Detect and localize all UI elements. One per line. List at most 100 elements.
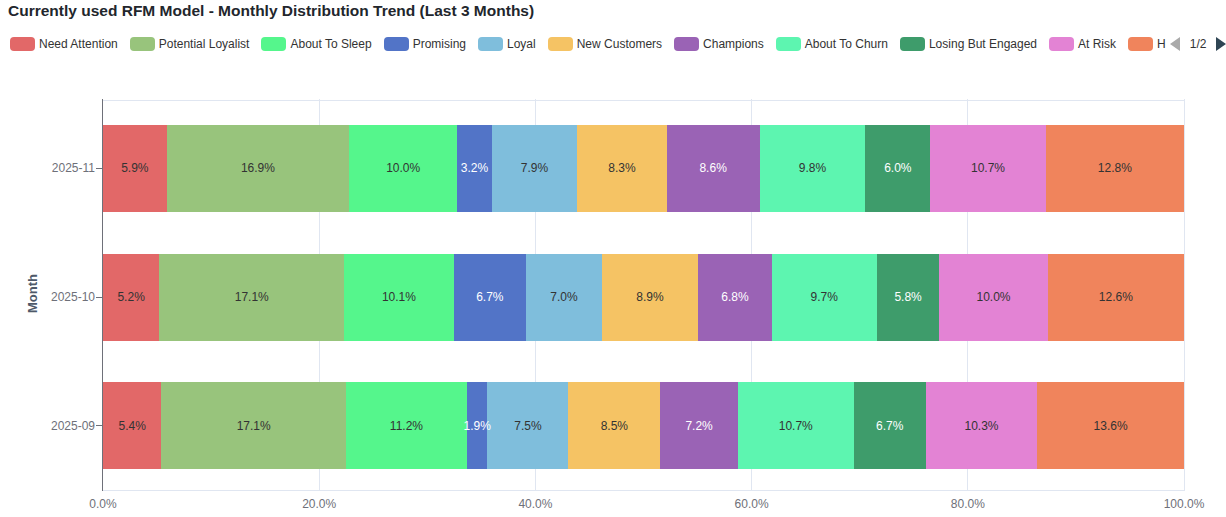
bar-segment-value-label: 5.9%	[121, 161, 148, 175]
bar-segment-potential-loyalist[interactable]: 17.1%	[159, 254, 344, 341]
legend: Need Attention Potential Loyalist About To…	[10, 37, 1226, 51]
bar-segment-promising[interactable]: 3.2%	[457, 125, 492, 212]
legend-swatch-icon	[674, 37, 699, 51]
bar-segment-value-label: 6.0%	[884, 161, 911, 175]
legend-swatch-icon	[776, 37, 801, 51]
legend-item-about-to-sleep[interactable]: About To Sleep	[261, 37, 371, 51]
legend-item-potential-loyalist[interactable]: Potential Loyalist	[130, 37, 250, 51]
bar-segment-value-label: 12.8%	[1098, 161, 1132, 175]
bar-segment-champions[interactable]: 8.6%	[667, 125, 760, 212]
x-axis-tick-label: 40.0%	[505, 497, 565, 511]
x-axis-tick-label: 20.0%	[289, 497, 349, 511]
bar-segment-promising[interactable]: 1.9%	[467, 382, 488, 469]
legend-item-at-risk[interactable]: At Risk	[1049, 37, 1116, 51]
bar-segment-new-customers[interactable]: 8.3%	[577, 125, 667, 212]
bar-segment-about-to-churn[interactable]: 9.8%	[760, 125, 866, 212]
bar-segment-h[interactable]: 12.8%	[1046, 125, 1184, 212]
legend-swatch-icon	[10, 37, 35, 51]
legend-item-loyal[interactable]: Loyal	[478, 37, 536, 51]
bar-segment-loyal[interactable]: 7.9%	[492, 125, 577, 212]
y-axis-category-label: 2025-09	[30, 419, 95, 433]
bar-segment-value-label: 7.5%	[514, 419, 541, 433]
legend-item-label: Need Attention	[39, 37, 118, 51]
bar-segment-loyal[interactable]: 7.0%	[526, 254, 602, 341]
legend-item-label: Loyal	[507, 37, 536, 51]
bar-segment-value-label: 5.2%	[117, 290, 144, 304]
bar-segment-potential-loyalist[interactable]: 17.1%	[161, 382, 346, 469]
bar-segment-about-to-churn[interactable]: 9.7%	[772, 254, 877, 341]
bar-segment-losing-but-engaged[interactable]: 6.7%	[854, 382, 926, 469]
bar-segment-at-risk[interactable]: 10.3%	[926, 382, 1037, 469]
bar-segment-value-label: 10.7%	[971, 161, 1005, 175]
legend-item-champions[interactable]: Champions	[674, 37, 764, 51]
bar-segment-about-to-churn[interactable]: 10.7%	[738, 382, 854, 469]
x-axis-tick-label: 100.0%	[1154, 497, 1214, 511]
legend-item-about-to-churn[interactable]: About To Churn	[776, 37, 888, 51]
bar-segment-about-to-sleep[interactable]: 10.1%	[344, 254, 453, 341]
bar-segment-value-label: 10.7%	[779, 419, 813, 433]
bar-segment-value-label: 7.0%	[550, 290, 577, 304]
legend-item-label: H	[1157, 37, 1166, 51]
legend-page-indicator: 1/2	[1190, 37, 1207, 51]
bar-segment-value-label: 10.0%	[977, 290, 1011, 304]
legend-next-page-icon[interactable]	[1216, 37, 1226, 51]
bar-segment-losing-but-engaged[interactable]: 6.0%	[865, 125, 930, 212]
bar-segment-value-label: 3.2%	[461, 161, 488, 175]
bar-segment-value-label: 9.7%	[811, 290, 838, 304]
legend-prev-page-icon[interactable]	[1170, 37, 1180, 51]
legend-item-new-customers[interactable]: New Customers	[548, 37, 662, 51]
bar-segment-champions[interactable]: 6.8%	[698, 254, 772, 341]
bar-segment-loyal[interactable]: 7.5%	[487, 382, 568, 469]
bar-segment-value-label: 13.6%	[1094, 419, 1128, 433]
bar-segment-losing-but-engaged[interactable]: 5.8%	[877, 254, 940, 341]
legend-item-losing-but-engaged[interactable]: Losing But Engaged	[900, 37, 1037, 51]
y-axis-tick	[96, 297, 102, 298]
page-title: Currently used RFM Model - Monthly Distr…	[8, 2, 534, 20]
bar-segment-at-risk[interactable]: 10.7%	[930, 125, 1046, 212]
bar-segment-value-label: 10.1%	[382, 290, 416, 304]
bar-segment-h[interactable]: 13.6%	[1037, 382, 1184, 469]
bar-segment-need-attention[interactable]: 5.9%	[103, 125, 167, 212]
bar-segment-value-label: 16.9%	[241, 161, 275, 175]
legend-item-label: Losing But Engaged	[929, 37, 1037, 51]
legend-swatch-icon	[900, 37, 925, 51]
legend-swatch-icon	[548, 37, 573, 51]
rfm-distribution-page: Currently used RFM Model - Monthly Distr…	[0, 0, 1226, 517]
bar-segment-value-label: 17.1%	[235, 290, 269, 304]
bar-segment-about-to-sleep[interactable]: 10.0%	[349, 125, 457, 212]
legend-swatch-icon	[130, 37, 155, 51]
legend-item-label: Potential Loyalist	[159, 37, 250, 51]
bar-segment-new-customers[interactable]: 8.9%	[602, 254, 698, 341]
y-axis-tick	[96, 168, 102, 169]
bar-segment-value-label: 8.5%	[601, 419, 628, 433]
bar-segment-value-label: 11.2%	[390, 419, 423, 433]
bar-segment-value-label: 7.9%	[521, 161, 548, 175]
bar-segment-at-risk[interactable]: 10.0%	[939, 254, 1047, 341]
bar-segment-potential-loyalist[interactable]: 16.9%	[167, 125, 350, 212]
bar-segment-value-label: 10.0%	[386, 161, 420, 175]
legend-item-label: About To Sleep	[290, 37, 371, 51]
bar-segment-promising[interactable]: 6.7%	[454, 254, 526, 341]
y-axis-category-label: 2025-11	[30, 161, 95, 175]
legend-item-need-attention[interactable]: Need Attention	[10, 37, 118, 51]
bar-segment-need-attention[interactable]: 5.2%	[103, 254, 159, 341]
bar-segment-champions[interactable]: 7.2%	[660, 382, 738, 469]
legend-item-h[interactable]: H	[1128, 37, 1166, 51]
bar-segment-about-to-sleep[interactable]: 11.2%	[346, 382, 467, 469]
legend-item-promising[interactable]: Promising	[384, 37, 466, 51]
bar-segment-value-label: 10.3%	[964, 419, 998, 433]
bar-segment-h[interactable]: 12.6%	[1048, 254, 1184, 341]
bar-segment-value-label: 5.4%	[118, 419, 145, 433]
bar-segment-value-label: 8.3%	[608, 161, 635, 175]
legend-swatch-icon	[384, 37, 409, 51]
legend-item-label: Champions	[703, 37, 764, 51]
legend-swatch-icon	[1049, 37, 1074, 51]
bar-segment-value-label: 6.8%	[721, 290, 748, 304]
bar-segment-need-attention[interactable]: 5.4%	[103, 382, 161, 469]
bar-segment-value-label: 6.7%	[876, 419, 903, 433]
bar-segment-new-customers[interactable]: 8.5%	[568, 382, 660, 469]
grid-bottom-border	[103, 490, 1184, 491]
x-axis-tick-label: 80.0%	[938, 497, 998, 511]
legend-item-label: At Risk	[1078, 37, 1116, 51]
grid-top-border	[103, 100, 1184, 101]
